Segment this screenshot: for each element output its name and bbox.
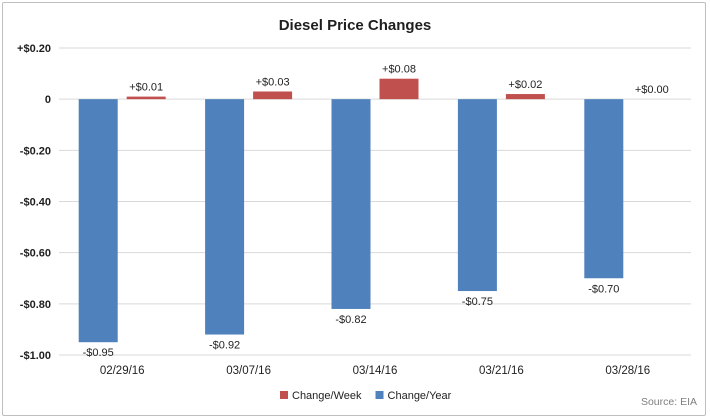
chart-title: Diesel Price Changes	[279, 17, 432, 34]
data-label: -$0.75	[462, 296, 493, 308]
legend-label: Change/Year	[388, 390, 452, 402]
data-label: +$0.01	[129, 82, 163, 94]
data-label: -$0.82	[335, 314, 366, 326]
data-label: -$0.95	[83, 347, 114, 359]
y-tick-label: -$0.80	[20, 299, 51, 311]
legend-label: Change/Week	[292, 390, 362, 402]
data-label: -$0.92	[209, 340, 240, 352]
y-axis-ticks: +$0.20 0 -$0.20 -$0.40 -$0.60 -$0.80 -$1.00	[17, 43, 51, 362]
source-note: Source: EIA	[641, 396, 697, 408]
legend-swatch	[375, 391, 384, 399]
bars	[78, 78, 624, 343]
x-category-label: 02/29/16	[100, 365, 145, 377]
y-tick-label: -$0.60	[20, 248, 51, 260]
y-tick-label: 0	[45, 94, 51, 106]
legend: Change/Week Change/Year	[280, 390, 452, 402]
y-tick-label: -$0.20	[20, 145, 51, 157]
x-category-label: 03/28/16	[605, 365, 650, 377]
y-tick-label: -$1.00	[20, 350, 51, 362]
bar-change-year	[457, 99, 497, 292]
bar-change-week	[253, 91, 293, 100]
bar-chart: Diesel Price Changes +$0.20 0 -$0.20 -$0.40…	[17, 17, 697, 408]
data-label: -$0.70	[588, 283, 619, 295]
data-label: +$0.02	[508, 79, 542, 91]
bar-change-week	[126, 96, 166, 100]
bar-change-year	[584, 99, 624, 279]
x-category-label: 03/14/16	[353, 365, 398, 377]
bar-change-week	[379, 78, 419, 100]
legend-swatch	[280, 391, 288, 399]
data-label: +$0.03	[256, 76, 290, 88]
y-tick-label: -$0.40	[20, 197, 51, 209]
bar-change-week	[505, 94, 545, 100]
bar-change-year	[331, 99, 371, 309]
data-label: +$0.00	[635, 84, 669, 96]
y-tick-label: +$0.20	[17, 43, 51, 55]
data-labels: -$0.95 +$0.01 -$0.92 +$0.03 -$0.82 +$0.08 -$0.…	[83, 64, 669, 360]
x-axis-categories: 02/29/16 03/07/16 03/14/16 03/21/16 03/28/16	[100, 365, 650, 377]
x-category-label: 03/07/16	[226, 365, 271, 377]
chart-frame: Diesel Price Changes +$0.20 0 -$0.20 -$0.40…	[2, 2, 706, 416]
bar-change-year	[78, 99, 118, 343]
x-category-label: 03/21/16	[479, 365, 524, 377]
bar-change-year	[205, 99, 245, 335]
data-label: +$0.08	[382, 64, 416, 76]
